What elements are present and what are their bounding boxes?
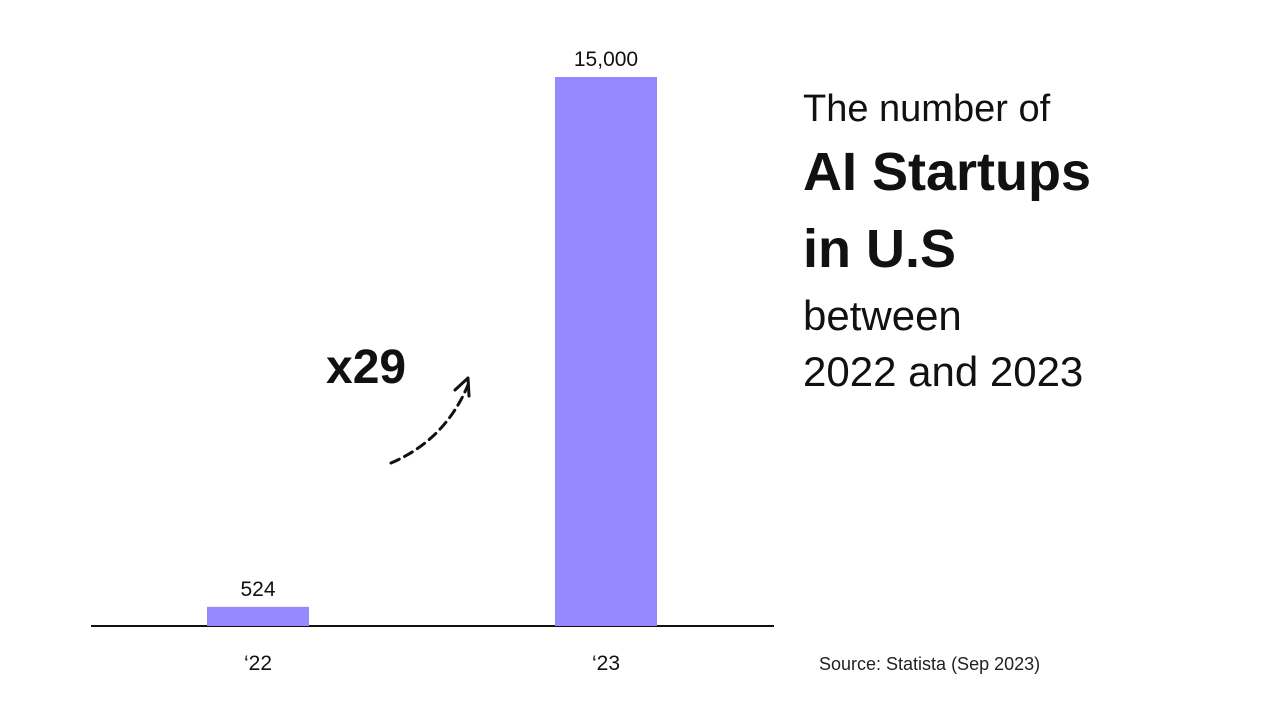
value-label-1: 15,000 <box>574 48 638 71</box>
growth-arrowhead-icon <box>453 376 471 398</box>
title-line-3: in U.S <box>803 219 957 279</box>
title-line-1: The number of <box>803 88 1051 130</box>
bar-1 <box>555 77 657 626</box>
growth-multiplier: x29 <box>326 341 407 394</box>
growth-arrow-icon <box>389 383 470 465</box>
value-label-0: 524 <box>240 578 275 601</box>
tick-label-0: ‘22 <box>244 652 272 675</box>
chart-title: The number of AI Startups in U.S between… <box>803 86 1091 400</box>
tick-label-1: ‘23 <box>592 652 620 675</box>
bar-0 <box>207 606 309 626</box>
title-line-2: AI Startups <box>803 142 1092 202</box>
title-line-5: 2022 and 2023 <box>803 348 1084 395</box>
title-line-4: between <box>803 292 962 339</box>
source-note: Source: Statista (Sep 2023) <box>819 654 1041 674</box>
